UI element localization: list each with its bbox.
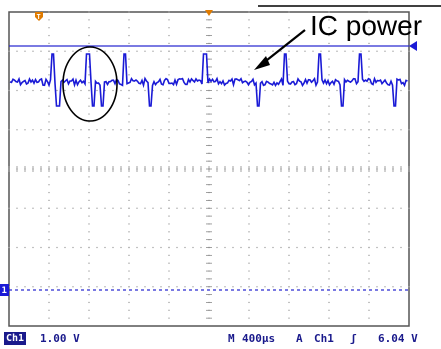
trigger-level: 6.04 V bbox=[378, 332, 418, 345]
trigger-position-icon: T bbox=[35, 12, 43, 21]
arrow-icon bbox=[254, 29, 306, 70]
svg-text:1: 1 bbox=[2, 286, 7, 296]
svg-text:T: T bbox=[37, 13, 41, 21]
ground-reference-icon: 1 bbox=[0, 284, 9, 296]
highlight-circle-icon bbox=[62, 46, 118, 122]
channel-marker-icon bbox=[409, 41, 417, 51]
time-per-div: 400µs bbox=[242, 332, 276, 345]
status-bar: Ch1 1.00 V M 400µs A Ch1 ʃ 6.04 V bbox=[0, 330, 441, 349]
signal-trace bbox=[9, 53, 408, 107]
trigger-source: Ch1 bbox=[314, 332, 334, 345]
trigger-mode: A bbox=[296, 332, 303, 345]
timebase-mode: M bbox=[228, 332, 235, 345]
horizontal-position-icon bbox=[205, 10, 213, 16]
graticule-grid bbox=[8, 11, 410, 319]
channel-badge: Ch1 bbox=[4, 332, 26, 345]
ic-power-label: IC power bbox=[310, 10, 423, 41]
volts-per-div: 1.00 V bbox=[40, 332, 80, 345]
trigger-slope-icon: ʃ bbox=[350, 332, 357, 345]
